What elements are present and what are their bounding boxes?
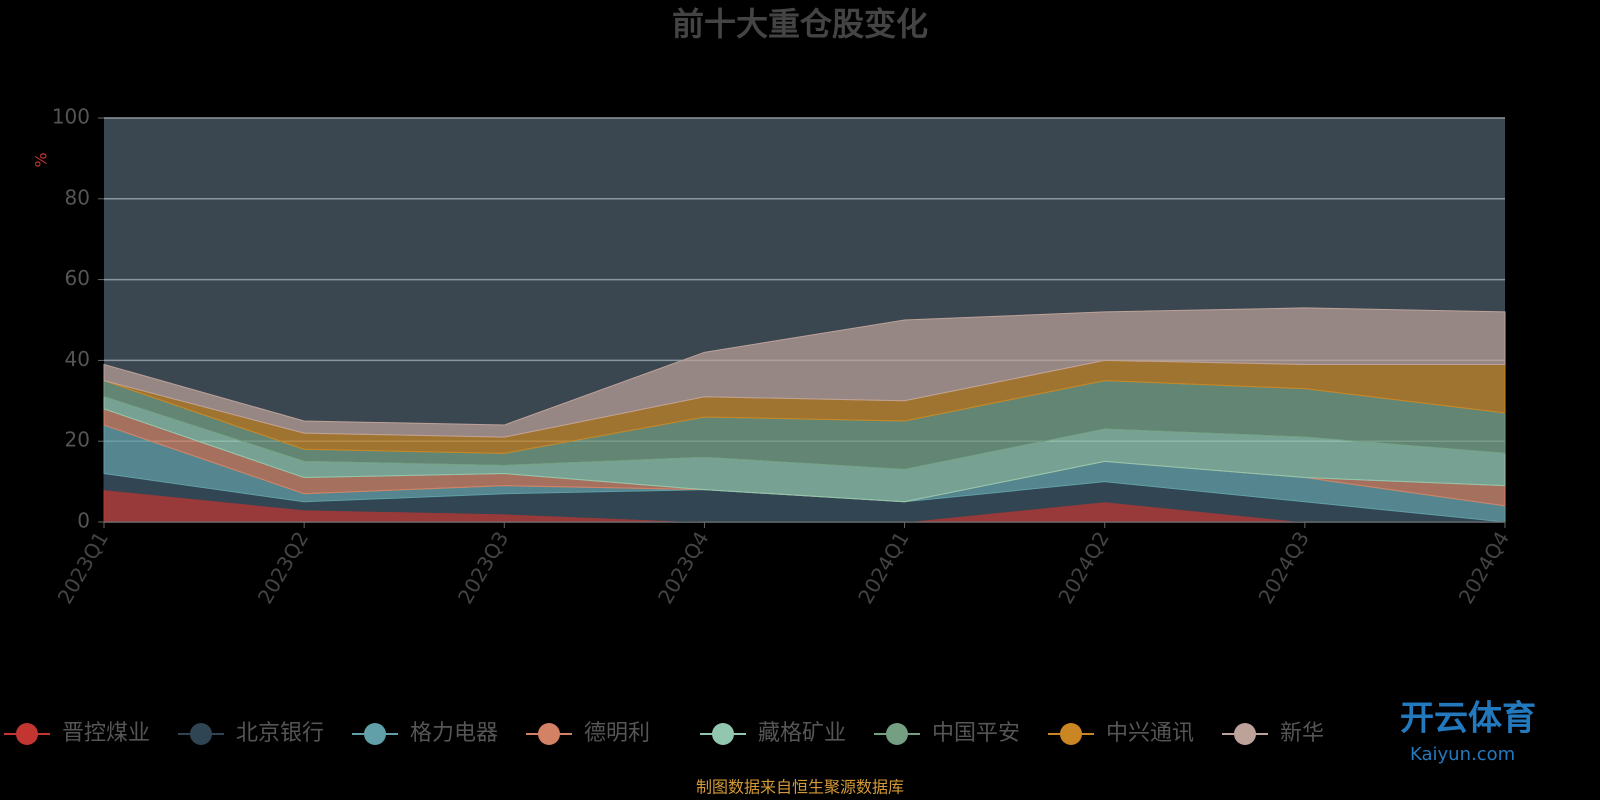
legend-marker — [16, 723, 38, 745]
legend-label: 新华 — [1280, 721, 1324, 746]
legend-marker — [1060, 723, 1082, 745]
legend-label: 晋控煤业 — [62, 721, 150, 746]
legend-marker — [364, 723, 386, 745]
y-tick-label: 0 — [77, 509, 90, 533]
x-tick-label: 2024Q4 — [1454, 527, 1514, 608]
legend-item[interactable]: 新华 — [1222, 721, 1324, 746]
y-tick-label: 80 — [65, 185, 90, 209]
x-tick-label: 2023Q3 — [453, 527, 513, 608]
legend-label: 北京银行 — [236, 721, 324, 746]
areas — [103, 307, 1506, 523]
x-tick-label: 2024Q3 — [1253, 527, 1313, 608]
area — [103, 307, 1506, 438]
legend-item[interactable]: 德明利 — [526, 721, 650, 746]
legend-label: 中国平安 — [932, 721, 1020, 746]
legend-marker — [712, 723, 734, 745]
legend-item[interactable]: 晋控煤业 — [4, 721, 150, 746]
x-tick-label: 2024Q1 — [853, 527, 913, 608]
legend-marker — [886, 723, 908, 745]
watermark-name: 开云体育 — [1400, 699, 1536, 739]
y-tick-label: 100 — [52, 105, 90, 129]
chart-title: 前十大重仓股变化 — [672, 5, 928, 43]
y-tick-label: 60 — [65, 266, 90, 290]
legend-item[interactable]: 北京银行 — [178, 721, 324, 746]
legend-item[interactable]: 藏格矿业 — [700, 721, 846, 746]
legend-item[interactable]: 中国平安 — [874, 721, 1020, 746]
legend-item[interactable]: 中兴通讯 — [1048, 721, 1194, 746]
x-tick-label: 2023Q4 — [653, 527, 713, 608]
legend-label: 中兴通讯 — [1106, 721, 1194, 746]
x-tick-label: 2024Q2 — [1053, 527, 1113, 608]
y-tick-label: 20 — [65, 428, 90, 452]
legend-label: 藏格矿业 — [758, 721, 846, 746]
y-tick-label: 40 — [65, 347, 90, 371]
legend-label: 格力电器 — [410, 721, 498, 746]
legend-marker — [538, 723, 560, 745]
x-tick-label: 2023Q2 — [253, 527, 313, 608]
legend-marker — [1234, 723, 1256, 745]
legend-marker — [190, 723, 212, 745]
x-tick-label: 2023Q1 — [53, 527, 113, 608]
legend-item[interactable]: 格力电器 — [352, 721, 498, 746]
legend-label: 德明利 — [584, 721, 650, 746]
y-unit: % — [32, 152, 51, 167]
source-note: 制图数据来自恒生聚源数据库 — [696, 778, 904, 797]
watermark-url: Kaiyun.com — [1410, 744, 1515, 765]
